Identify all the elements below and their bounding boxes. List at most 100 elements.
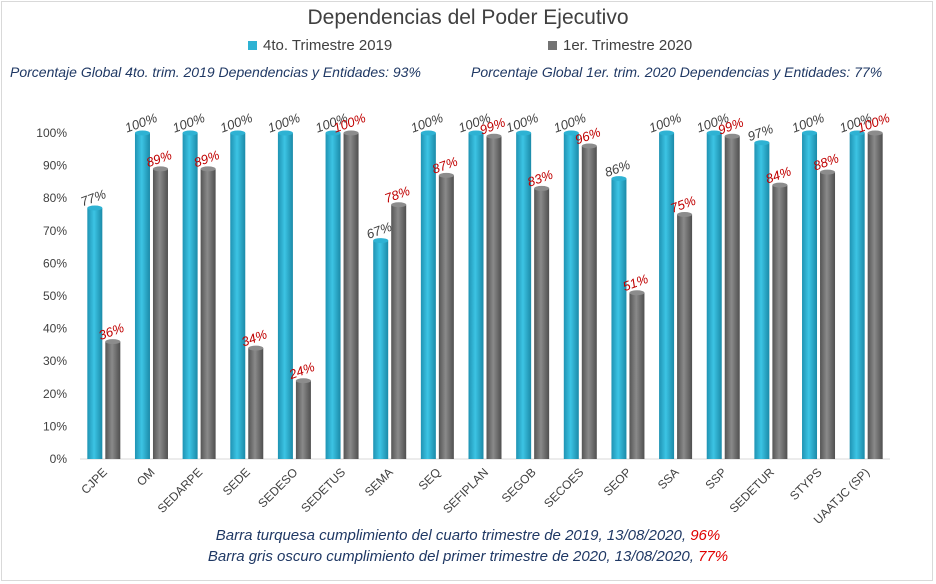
bar-cap-2019 [754, 140, 770, 146]
bar-2020 [438, 175, 454, 459]
bar-cap-2019 [277, 130, 293, 136]
bar-2019 [754, 142, 770, 459]
x-tick-label: SSP [702, 465, 729, 492]
bar-cap-2019 [230, 130, 246, 136]
bar-2019 [134, 133, 150, 459]
y-tick-label: 90% [43, 159, 67, 173]
x-tick-label: SEDESO [255, 465, 300, 510]
bar-2020 [391, 204, 407, 459]
bar-2019 [420, 133, 436, 459]
bar-cap-2020 [295, 378, 311, 384]
bar-cap-2019 [611, 176, 627, 182]
footer-line-2020: Barra gris oscuro cumplimiento del prime… [0, 548, 936, 565]
bar-cap-2020 [867, 130, 883, 136]
bar-2019 [802, 133, 818, 459]
bar-2020 [295, 380, 311, 459]
global-percentage-2019: Porcentaje Global 4to. trim. 2019 Depend… [10, 64, 421, 80]
x-tick-label: SEGOB [499, 465, 539, 505]
bar-cap-2020 [629, 290, 645, 296]
bar-cap-2019 [563, 130, 579, 136]
y-tick-label: 60% [43, 256, 67, 270]
x-tick-label: CJPE [78, 465, 110, 497]
bar-cap-2020 [152, 166, 168, 172]
bar-2019 [468, 133, 484, 459]
x-tick-label: SSA [655, 465, 682, 492]
chart-title: Dependencias del Poder Ejecutivo [307, 6, 629, 29]
x-tick-label: OM [134, 465, 158, 489]
y-tick-label: 0% [50, 452, 68, 466]
x-tick-label: SEQ [416, 465, 444, 493]
legend-swatch-2020 [548, 41, 557, 50]
footer-text-2020: Barra gris oscuro cumplimiento del prime… [207, 548, 694, 565]
bar-cap-2020 [248, 345, 264, 351]
footer-pct-2019: 96% [690, 527, 721, 544]
bar-cap-2019 [706, 130, 722, 136]
y-tick-label: 40% [43, 322, 67, 336]
bar-2019 [87, 207, 103, 459]
y-tick-label: 10% [43, 419, 67, 433]
legend-label-2020: 1er. Trimestre 2020 [563, 37, 693, 54]
bar-cap-2019 [516, 130, 532, 136]
x-tick-label: SEFIPLAN [440, 465, 491, 516]
bar-cap-2020 [820, 169, 836, 175]
bar-2020 [343, 133, 359, 459]
bar-2019 [516, 133, 532, 459]
bar-2019 [706, 133, 722, 459]
bar-cap-2020 [534, 185, 550, 191]
y-tick-label: 70% [43, 224, 67, 238]
bar-cap-2020 [486, 133, 502, 139]
x-tick-label: SEDETUR [727, 465, 778, 516]
y-tick-label: 30% [43, 354, 67, 368]
bar-cap-2019 [802, 130, 818, 136]
bar-2019 [230, 133, 246, 459]
bar-cap-2019 [134, 130, 150, 136]
bar-2020 [486, 136, 502, 459]
bar-2019 [325, 133, 341, 459]
x-tick-label: STYPS [787, 465, 825, 503]
legend-item-2019: 4to. Trimestre 2019 [248, 37, 392, 54]
bar-2020 [534, 188, 550, 460]
x-tick-label: SEOP [601, 465, 634, 498]
bar-cap-2020 [343, 130, 359, 136]
bar-cap-2020 [581, 143, 597, 149]
bar-2019 [182, 133, 198, 459]
bar-cap-2019 [373, 238, 389, 244]
bar-2019 [659, 133, 675, 459]
legend-swatch-2019 [248, 41, 257, 50]
footer-text-2019: Barra turquesa cumplimiento del cuarto t… [215, 527, 687, 544]
bar-2020 [105, 341, 121, 459]
bar-2020 [629, 292, 645, 459]
bar-cap-2020 [200, 166, 216, 172]
bar-cap-2019 [849, 130, 865, 136]
bar-2019 [373, 240, 389, 459]
y-tick-label: 50% [43, 289, 67, 303]
bar-cap-2020 [677, 212, 693, 217]
y-tick-label: 80% [43, 191, 67, 205]
bar-cap-2020 [391, 202, 407, 208]
legend: 4to. Trimestre 2019 1er. Trimestre 2020 [0, 37, 936, 57]
bar-2020 [772, 185, 788, 459]
legend-label-2019: 4to. Trimestre 2019 [263, 37, 393, 54]
bar-2020 [724, 136, 740, 459]
bar-cap-2019 [420, 130, 436, 136]
bar-cap-2019 [659, 130, 675, 136]
bar-cap-2020 [724, 133, 740, 139]
bar-2020 [677, 214, 693, 459]
y-tick-label: 100% [36, 126, 67, 140]
bar-2020 [248, 348, 264, 459]
bar-cap-2020 [105, 339, 121, 345]
bar-cap-2019 [182, 130, 198, 136]
x-tick-label: SEDETUS [298, 465, 348, 515]
bar-cap-2020 [772, 182, 788, 188]
x-tick-label: SEMA [362, 465, 396, 499]
y-tick-label: 20% [43, 387, 67, 401]
bar-2020 [152, 168, 168, 460]
bar-2020 [200, 168, 216, 460]
bar-2019 [849, 133, 865, 459]
bar-2019 [277, 133, 293, 459]
bar-cap-2019 [325, 130, 341, 136]
x-tick-label: SEDARPE [155, 465, 205, 515]
bar-cap-2020 [438, 172, 454, 178]
